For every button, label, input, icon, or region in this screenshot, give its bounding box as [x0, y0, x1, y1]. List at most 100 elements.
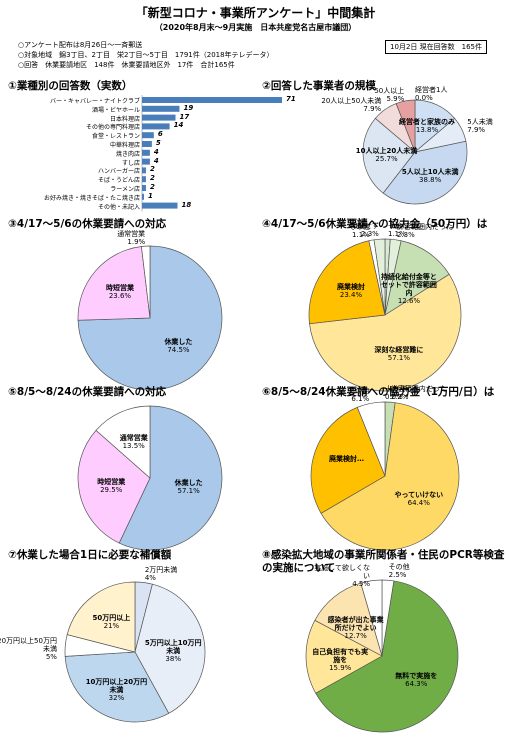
slice-value: 13.8% [415, 126, 439, 135]
slice-label: その他 2.5% [389, 563, 451, 579]
pie-slice [360, 579, 383, 657]
slice-value: 64.4% [407, 498, 430, 507]
pie-slice [310, 406, 386, 514]
bar [142, 185, 146, 191]
bar-value: 4 [153, 147, 159, 156]
slice-value: 12.6% [397, 296, 421, 305]
note: ○回答 休業要請地区 148件 休業要請地区外 17件 合計165件 [18, 61, 235, 69]
slice-value: 7.9% [467, 126, 486, 135]
bar-label: 焼き肉店 [115, 150, 140, 158]
slice-label: 廃業検討… [315, 455, 377, 463]
bar-value: 19 [183, 103, 194, 112]
slice-label: 20人以上50人未満 7.9% [319, 97, 381, 113]
page-title: 「新型コロナ・事業所アンケート」中間集計 [135, 6, 376, 20]
bar [142, 141, 152, 147]
slice-label: その他 1.1% [308, 223, 370, 239]
slice-value: 7.9% [363, 104, 382, 113]
slice-category: 廃業検討… [328, 454, 364, 463]
slice-category: 5人未満 [467, 118, 493, 127]
bar-label: その他の専門料理店 [85, 124, 140, 132]
bar-value: 71 [286, 95, 296, 103]
slice-label: 深刻な経営難に 57.1% [368, 346, 430, 362]
slice-value: 13.5% [122, 441, 145, 450]
slice-value: 0.0% [385, 393, 403, 402]
bar-value: 6 [157, 130, 163, 139]
slice-category: 持続化給付金等とセットで許容範囲内 [380, 272, 437, 297]
bar-label: すし店 [121, 159, 140, 167]
pie-slice [77, 429, 151, 544]
bar [142, 114, 176, 121]
slice-value: 0.0% [415, 93, 433, 102]
slice-value: 25.7% [375, 154, 398, 163]
slice-label: 申請せず 2.3% [317, 222, 379, 238]
slice-category: 50万円以上 [92, 613, 131, 622]
slice-label: 50人以上 5.9% [342, 87, 404, 103]
bar-value: 2 [149, 183, 155, 191]
note: ○対象地域 錦3丁目、2丁目 栄2丁目～5丁目 1791件（2018年テレデータ… [18, 51, 274, 59]
bar-label: そば・うどん店 [97, 177, 140, 185]
bar-label: ハンバーガー店 [97, 168, 140, 176]
slice-value: 6.1% [351, 394, 370, 403]
slice-value: 64.3% [405, 679, 428, 688]
pie-slice [309, 273, 462, 392]
slice-category: 経営者1人 [415, 85, 448, 94]
slice-category: その他 [348, 223, 370, 232]
pie-slice [95, 405, 151, 479]
slice-label: 50万円以上 21% [80, 614, 142, 630]
slice-value: 2.2% [390, 393, 409, 402]
slice-category: 十分だった [387, 221, 423, 230]
pie-slice [305, 619, 383, 694]
slice-label: その他 6.1% [307, 387, 369, 403]
slice-category: 廃業検討 [337, 282, 365, 291]
slice-category: 自己負担有でも実施を [312, 648, 369, 665]
slice-label: 5人未満 7.9% [467, 118, 511, 134]
slice-label: 経営者と家族のみ 13.8% [396, 118, 458, 134]
slice-label: 自己負担有でも実施を 15.9% [309, 648, 371, 672]
bar-label: 中華料理店 [109, 142, 140, 149]
bar [142, 202, 178, 209]
slice-category: 申請せず [350, 222, 379, 231]
pie-slice [64, 651, 170, 723]
chart-title: ③4/17～5/6の休業要請への対応 [8, 218, 167, 230]
slice-category: 20人以上50人未満 [321, 96, 382, 105]
bar [142, 193, 144, 200]
chart-title: ④4/17～5/6休業要請への協力金（50万円）は [262, 218, 488, 230]
slice-value: 5.9% [386, 94, 405, 103]
chart-title: ⑥8/5～8/24休業要請への協力金（1万円/日）は [262, 386, 495, 398]
slice-category: 2万円未満 [144, 566, 178, 575]
slice-category: 50人以上 [374, 86, 405, 95]
bar [142, 158, 150, 165]
bar-value: 4 [153, 156, 159, 165]
pie-slice [395, 99, 416, 153]
chart-title: ②回答した事業者の規模 [262, 80, 376, 92]
pie-slice [314, 582, 383, 657]
slice-category: 通常営業 [117, 229, 146, 238]
pie-slice [382, 140, 468, 205]
pie-slice [118, 405, 223, 551]
bar-value: 1 [147, 191, 153, 200]
bar [142, 176, 146, 183]
slice-category: 休業した [164, 337, 193, 346]
slice-value: 23.4% [339, 290, 363, 299]
slice-value: 2.5% [388, 571, 407, 580]
page-subtitle: （2020年8月末～9月実施 日本共産党名古屋市議団） [154, 23, 357, 32]
slice-category: その他 [388, 563, 410, 572]
slice-label: 20万円以上50万円未満 5% [0, 637, 57, 661]
slice-value: 29.5% [100, 485, 123, 494]
bar-label: ラーメン店 [110, 186, 140, 193]
slice-value: 57.1% [387, 354, 411, 363]
pie-slice [362, 117, 416, 194]
slice-value: 2.3% [397, 230, 415, 239]
slice-category: 十分だった [385, 385, 420, 394]
pie-slice [141, 245, 151, 319]
bar-label: バー・キャバレー・ナイトクラブ [49, 98, 140, 105]
slice-category: 通常営業 [119, 433, 148, 442]
slice-category: 10万円以上20万円未満 [85, 677, 148, 694]
slice-label: 持続化給付金等とセットで許容範囲内 12.6% [378, 273, 440, 305]
slice-label: 5人以上10人未満 38.8% [399, 168, 461, 184]
slice-label: 感染者が出た事業所だけでよい 12.7% [325, 616, 387, 640]
bar-value: 5 [155, 139, 161, 147]
slice-value: 4.5% [352, 579, 370, 588]
bar-label: 酒場・ビヤホール [91, 106, 140, 114]
